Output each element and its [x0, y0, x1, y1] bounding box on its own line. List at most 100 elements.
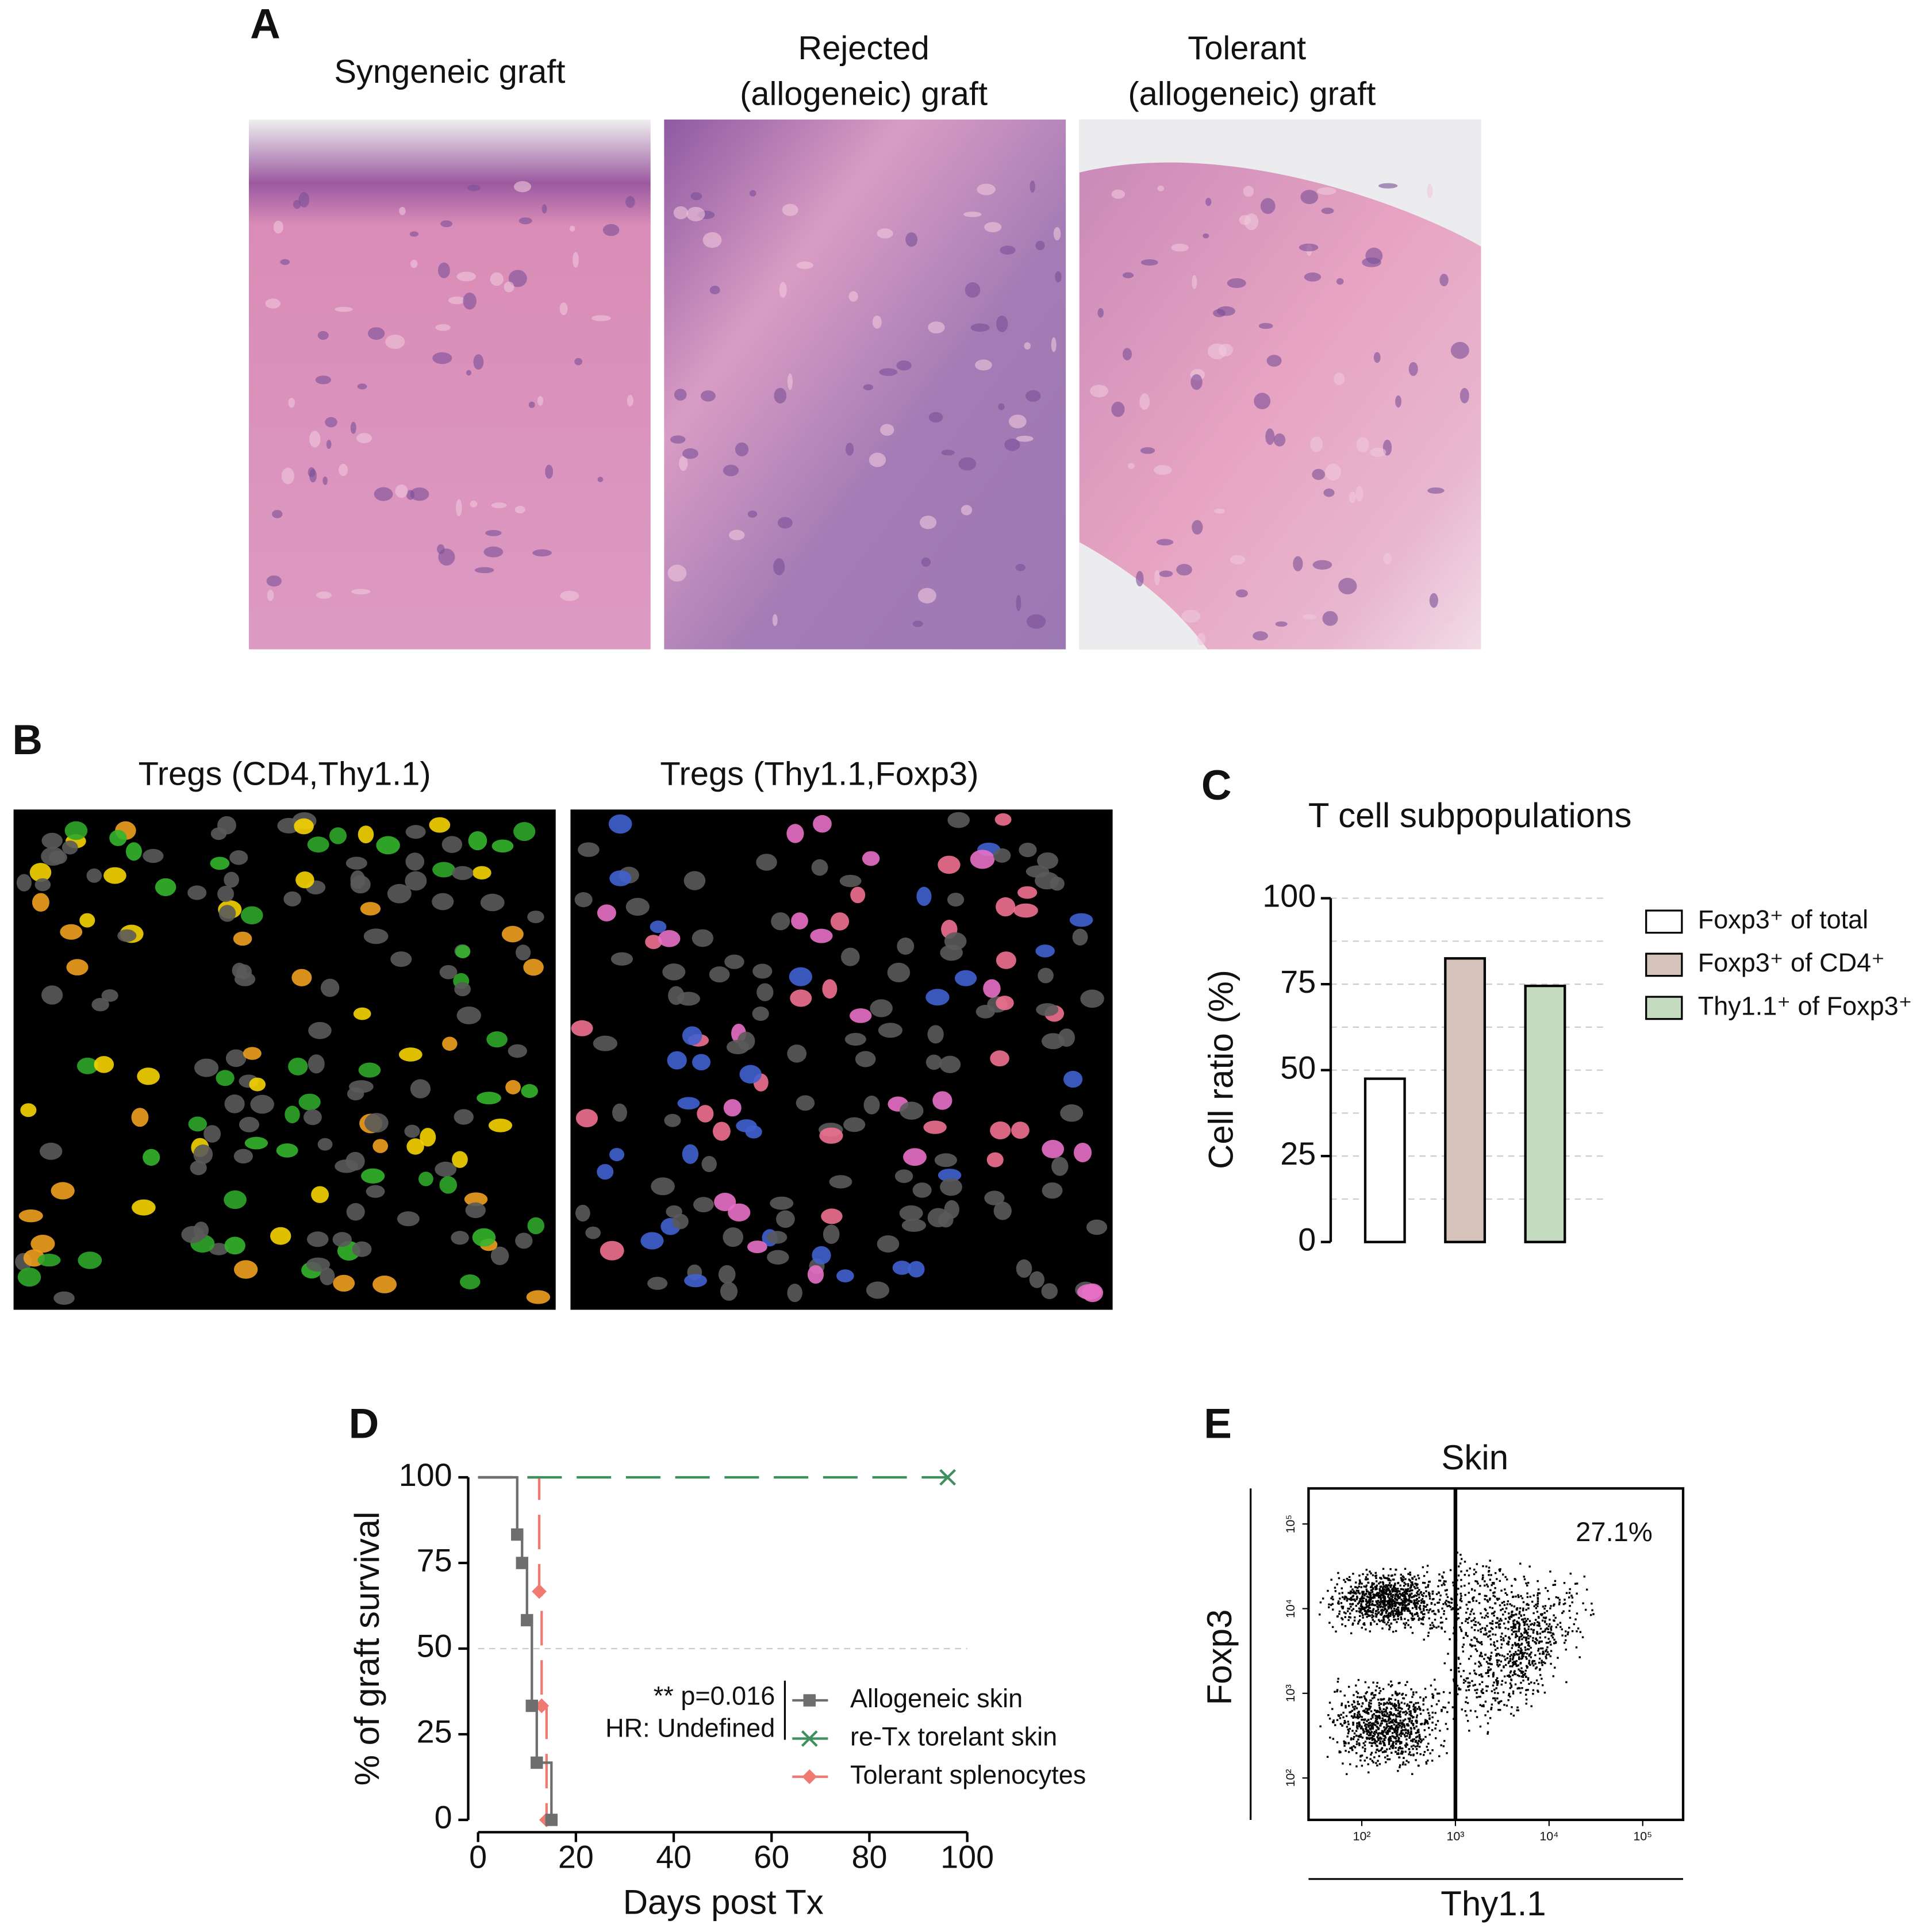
event-dot	[1476, 1688, 1478, 1691]
event-dot	[1478, 1623, 1481, 1626]
tissue-nucleus	[1176, 563, 1192, 576]
cell	[224, 1190, 247, 1209]
event-dot	[1473, 1596, 1475, 1599]
tissue-nucleus	[335, 306, 353, 312]
tissue-nucleus	[1265, 428, 1275, 445]
tissue-nucleus	[350, 421, 356, 434]
event-dot	[1368, 1603, 1371, 1605]
event-dot	[1493, 1692, 1496, 1694]
event-dot	[1495, 1654, 1497, 1657]
event-dot	[1525, 1630, 1527, 1632]
event-dot	[1448, 1601, 1451, 1604]
event-dot	[1379, 1724, 1381, 1727]
event-dot	[1415, 1732, 1418, 1734]
event-dot	[1407, 1619, 1409, 1622]
event-dot	[1389, 1604, 1392, 1606]
event-dot	[1528, 1645, 1531, 1647]
event-dot	[1355, 1598, 1358, 1600]
event-dot	[1384, 1756, 1386, 1758]
event-dot	[1339, 1717, 1342, 1719]
event-dot	[1526, 1658, 1528, 1660]
tissue-nucleus	[545, 464, 554, 479]
event-dot	[1522, 1655, 1525, 1658]
event-dot	[1404, 1618, 1406, 1620]
event-dot	[1537, 1603, 1539, 1605]
event-dot	[1552, 1584, 1554, 1587]
event-dot	[1341, 1618, 1344, 1620]
event-dot	[1415, 1613, 1418, 1615]
event-dot	[1404, 1744, 1407, 1747]
event-dot	[1405, 1742, 1408, 1745]
event-dot	[1379, 1595, 1381, 1598]
event-dot	[1416, 1714, 1419, 1716]
event-dot	[1532, 1689, 1535, 1692]
cell	[1036, 1003, 1059, 1016]
event-dot	[1336, 1680, 1339, 1683]
event-dot	[1503, 1675, 1506, 1678]
event-dot	[1391, 1752, 1393, 1754]
event-dot	[1467, 1681, 1469, 1684]
event-dot	[1532, 1664, 1535, 1667]
cell	[713, 1121, 731, 1141]
event-dot	[1359, 1727, 1362, 1730]
tissue-nucleus	[872, 315, 882, 329]
event-dot	[1405, 1704, 1408, 1707]
event-dot	[1441, 1607, 1443, 1610]
event-dot	[1342, 1711, 1345, 1714]
event-dot	[1365, 1610, 1368, 1613]
cell	[79, 913, 95, 928]
event-dot	[1485, 1632, 1488, 1635]
event-dot	[1358, 1579, 1361, 1581]
event-dot	[1484, 1700, 1487, 1703]
cell	[455, 944, 471, 958]
cell	[1025, 865, 1050, 878]
y-axis-label: Cell ratio (%)	[1201, 970, 1240, 1169]
event-dot	[1328, 1701, 1331, 1704]
event-dot	[1428, 1718, 1431, 1720]
event-dot	[1385, 1584, 1388, 1587]
event-dot	[1509, 1682, 1512, 1685]
event-dot	[1547, 1631, 1549, 1634]
event-dot	[1493, 1595, 1496, 1598]
event-dot	[1358, 1714, 1361, 1716]
cell	[739, 1065, 762, 1084]
event-dot	[1439, 1599, 1441, 1601]
event-dot	[1355, 1589, 1358, 1592]
event-dot	[1414, 1745, 1417, 1748]
event-dot	[1414, 1710, 1416, 1712]
event-dot	[1530, 1681, 1532, 1684]
event-dot	[1520, 1675, 1523, 1678]
event-dot	[1525, 1703, 1527, 1705]
event-dot	[1491, 1663, 1493, 1665]
event-dot	[1423, 1754, 1425, 1756]
event-dot	[1412, 1693, 1415, 1696]
event-dot	[1351, 1747, 1353, 1750]
event-dot	[1355, 1604, 1357, 1607]
event-dot	[1487, 1600, 1489, 1603]
event-dot	[1397, 1597, 1400, 1600]
event-dot	[1384, 1608, 1386, 1610]
event-dot	[1571, 1630, 1574, 1633]
event-dot	[1427, 1712, 1430, 1714]
cell	[398, 1047, 422, 1062]
event-dot	[1401, 1606, 1403, 1609]
event-dot	[1392, 1610, 1394, 1612]
tissue-nucleus	[265, 298, 281, 309]
cell	[1051, 1157, 1069, 1176]
y-tick-label: 75	[417, 1543, 452, 1578]
event-dot	[1330, 1604, 1332, 1606]
event-dot	[1486, 1599, 1488, 1601]
event-dot	[1512, 1620, 1515, 1622]
cell	[243, 1047, 262, 1060]
event-dot	[1319, 1613, 1321, 1616]
event-dot	[1373, 1593, 1376, 1596]
event-dot	[1445, 1723, 1447, 1725]
cell	[37, 1253, 61, 1267]
event-dot	[1418, 1734, 1421, 1736]
event-dot	[1539, 1668, 1541, 1670]
cell	[137, 1067, 160, 1085]
event-dot	[1409, 1732, 1412, 1735]
tissue-nucleus	[1025, 390, 1041, 402]
event-dot	[1370, 1585, 1373, 1588]
event-dot	[1399, 1733, 1402, 1735]
